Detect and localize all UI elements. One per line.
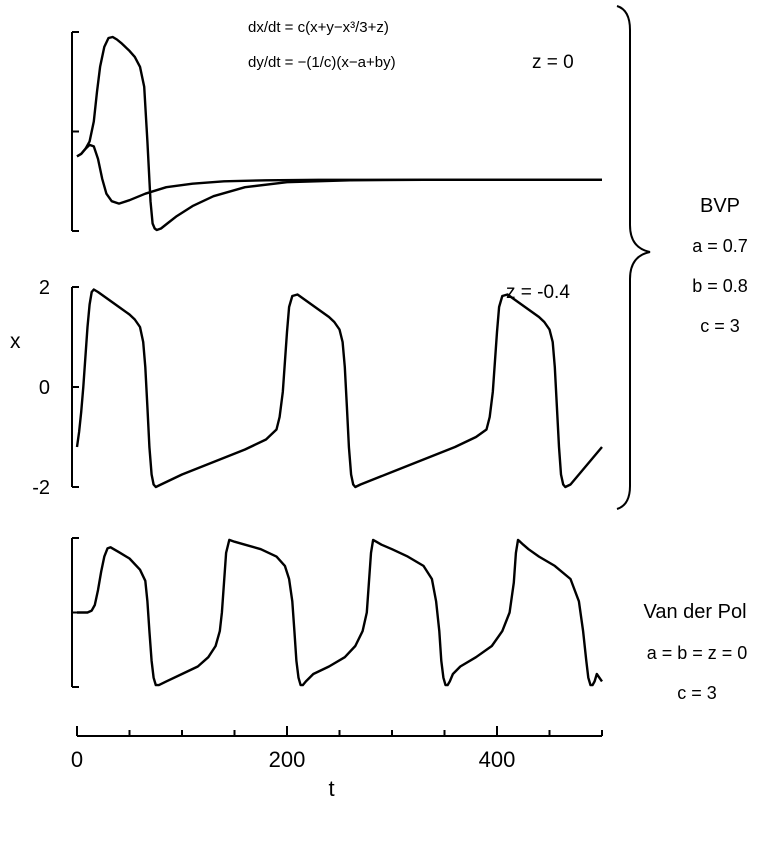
series-line [77, 538, 603, 687]
bvp-title: BVP [700, 195, 740, 217]
y-tick-label: 0 [39, 377, 50, 399]
x-tick-label: 400 [479, 747, 516, 772]
panel-bottom [71, 537, 603, 688]
series-line [76, 143, 602, 205]
equation-dy: dy/dt = −(1/c)(x−a+by) [248, 54, 396, 71]
x-tick-label: 200 [269, 747, 306, 772]
series-line [75, 288, 603, 489]
bvp-brace [616, 5, 651, 510]
series-line [76, 35, 602, 232]
x-tick-label: 0 [71, 747, 83, 772]
x-axis: 0 200 400 t [71, 726, 603, 801]
plot-panels: -2 0 2 [32, 31, 603, 688]
panel-top [71, 31, 602, 232]
y-tick-label: 2 [39, 277, 50, 299]
bvp-param-c: c = 3 [700, 316, 740, 336]
x-axis-label: t [328, 776, 334, 801]
vdp-params: a = b = z = 0 [647, 643, 748, 663]
vdp-param-c: c = 3 [677, 683, 717, 703]
equation-dx: dx/dt = c(x+y−x³/3+z) [248, 19, 389, 36]
panel-middle-annotation: z = -0.4 [506, 282, 570, 303]
panel-middle: -2 0 2 [32, 277, 603, 499]
panel-top-annotation: z = 0 [532, 52, 574, 73]
bvp-param-b: b = 0.8 [692, 276, 748, 296]
y-tick-label: -2 [32, 477, 50, 499]
bvp-param-a: a = 0.7 [692, 236, 748, 256]
y-axis-label: x [10, 330, 21, 353]
vdp-title: Van der Pol [643, 601, 746, 623]
